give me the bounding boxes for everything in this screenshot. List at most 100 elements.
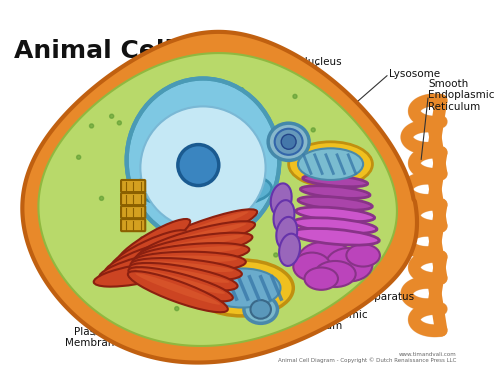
- Circle shape: [174, 306, 179, 311]
- Ellipse shape: [276, 217, 297, 249]
- Ellipse shape: [304, 267, 338, 290]
- Circle shape: [242, 300, 246, 304]
- Ellipse shape: [250, 300, 271, 319]
- Ellipse shape: [298, 241, 354, 279]
- Text: Rough Endoplasmic
Reticulum: Rough Endoplasmic Reticulum: [266, 310, 368, 331]
- Ellipse shape: [134, 168, 272, 209]
- Text: Ribosomes: Ribosomes: [230, 325, 287, 335]
- Text: Cytoplasm: Cytoplasm: [154, 332, 210, 342]
- Ellipse shape: [105, 241, 184, 275]
- Circle shape: [154, 203, 158, 208]
- Text: Nucleus: Nucleus: [300, 57, 342, 67]
- Ellipse shape: [326, 248, 372, 281]
- FancyBboxPatch shape: [121, 180, 146, 192]
- Ellipse shape: [143, 246, 240, 257]
- Circle shape: [220, 261, 226, 268]
- Ellipse shape: [148, 223, 246, 250]
- Text: Plasma
Membrane: Plasma Membrane: [65, 327, 121, 348]
- Circle shape: [76, 155, 80, 159]
- Ellipse shape: [274, 200, 294, 232]
- FancyBboxPatch shape: [121, 219, 146, 231]
- Ellipse shape: [302, 175, 368, 187]
- Ellipse shape: [126, 78, 280, 242]
- Circle shape: [100, 196, 103, 200]
- Circle shape: [310, 163, 314, 167]
- Ellipse shape: [140, 256, 237, 263]
- Circle shape: [150, 247, 157, 254]
- Circle shape: [293, 125, 298, 129]
- Ellipse shape: [134, 243, 250, 266]
- FancyBboxPatch shape: [121, 206, 146, 218]
- Circle shape: [147, 208, 151, 212]
- Ellipse shape: [296, 207, 374, 222]
- FancyBboxPatch shape: [121, 193, 146, 205]
- Text: Lysosome: Lysosome: [389, 69, 440, 79]
- Circle shape: [179, 142, 183, 146]
- Ellipse shape: [128, 267, 233, 301]
- Text: Centrioles: Centrioles: [44, 146, 98, 156]
- Ellipse shape: [279, 234, 300, 266]
- Text: Smooth
Endoplasmic
Reticulum: Smooth Endoplasmic Reticulum: [428, 79, 495, 112]
- Ellipse shape: [270, 183, 291, 216]
- Text: Animal Cell: Animal Cell: [14, 39, 173, 63]
- Circle shape: [267, 183, 271, 187]
- Ellipse shape: [268, 123, 309, 161]
- Circle shape: [246, 110, 250, 114]
- Ellipse shape: [130, 263, 238, 291]
- Ellipse shape: [314, 261, 356, 287]
- Text: Nucleolus: Nucleolus: [188, 66, 240, 76]
- Circle shape: [183, 299, 190, 305]
- Circle shape: [199, 266, 203, 271]
- Ellipse shape: [298, 196, 372, 210]
- Text: www.timandvali.com
Animal Cell Diagram - Copyright © Dutch Renaissance Press LLC: www.timandvali.com Animal Cell Diagram -…: [278, 352, 456, 363]
- Ellipse shape: [204, 268, 281, 308]
- Circle shape: [155, 280, 162, 286]
- Circle shape: [164, 266, 171, 273]
- Circle shape: [311, 128, 316, 132]
- Circle shape: [240, 88, 244, 92]
- Ellipse shape: [99, 252, 180, 281]
- Circle shape: [244, 118, 248, 122]
- Ellipse shape: [294, 252, 331, 281]
- Ellipse shape: [94, 263, 176, 287]
- Ellipse shape: [117, 219, 190, 264]
- Circle shape: [226, 121, 230, 125]
- Circle shape: [170, 105, 174, 108]
- Ellipse shape: [288, 142, 372, 186]
- Ellipse shape: [291, 229, 380, 245]
- Ellipse shape: [143, 209, 257, 255]
- Circle shape: [242, 248, 246, 252]
- Circle shape: [156, 202, 160, 207]
- Circle shape: [110, 114, 114, 118]
- Ellipse shape: [139, 261, 234, 272]
- Circle shape: [118, 121, 122, 125]
- Ellipse shape: [130, 258, 242, 281]
- Ellipse shape: [137, 233, 252, 261]
- Text: Cytoskeleton: Cytoskeleton: [44, 271, 113, 281]
- Text: Golgi Apparatus: Golgi Apparatus: [330, 292, 414, 302]
- Circle shape: [274, 253, 278, 257]
- Text: Mitochondria: Mitochondria: [67, 295, 135, 305]
- Ellipse shape: [298, 148, 363, 180]
- Ellipse shape: [140, 221, 255, 258]
- Text: Chromatin: Chromatin: [94, 92, 148, 102]
- Ellipse shape: [138, 265, 230, 283]
- Ellipse shape: [244, 295, 278, 323]
- Circle shape: [140, 237, 144, 241]
- Ellipse shape: [281, 134, 296, 149]
- Ellipse shape: [346, 244, 380, 267]
- Polygon shape: [38, 53, 397, 346]
- Ellipse shape: [146, 235, 244, 254]
- Circle shape: [90, 124, 94, 128]
- Circle shape: [105, 271, 109, 275]
- Ellipse shape: [111, 230, 187, 269]
- Ellipse shape: [136, 273, 220, 305]
- Circle shape: [150, 165, 154, 169]
- Ellipse shape: [132, 252, 246, 272]
- Circle shape: [281, 221, 285, 225]
- Circle shape: [192, 147, 196, 151]
- Circle shape: [293, 94, 297, 98]
- Ellipse shape: [178, 145, 219, 186]
- Ellipse shape: [136, 269, 225, 294]
- Ellipse shape: [274, 129, 302, 155]
